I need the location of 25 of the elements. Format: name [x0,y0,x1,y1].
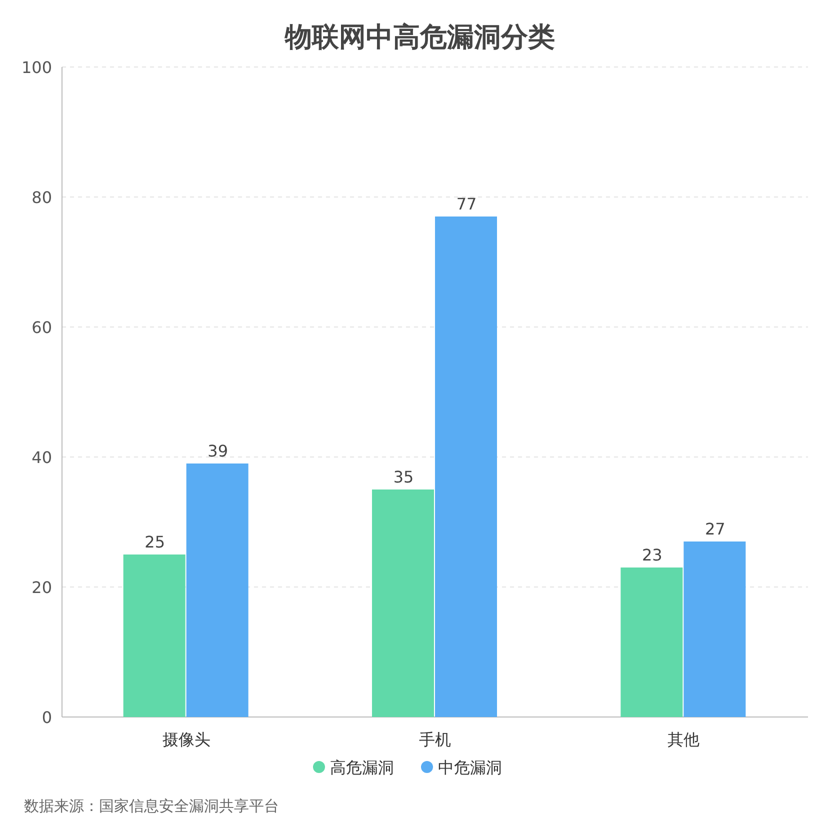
x-tick-label: 其他 [668,730,700,749]
data-label: 77 [456,194,477,214]
bar [186,464,248,717]
bar [435,216,497,717]
bar [620,568,683,717]
data-label: 39 [208,442,228,460]
source-note: 数据来源：国家信息安全漏洞共享平台 [24,797,279,815]
bar [123,554,186,717]
y-tick-label: 80 [32,188,52,207]
bar [684,542,746,717]
y-tick-label: 60 [32,318,52,337]
data-label: 27 [704,520,726,538]
chart-title: 物联网中高危漏洞分类 [284,22,555,53]
bar [372,490,434,717]
y-tick-label: 40 [32,448,52,467]
y-tick-label: 0 [42,708,52,727]
x-tick-label: 手机 [419,730,451,749]
data-label: 23 [642,546,662,564]
y-tick-label: 100 [21,58,52,77]
legend-label: 高危漏洞 [330,758,394,777]
data-label: 35 [393,468,414,486]
y-tick-label: 20 [32,578,52,597]
data-label: 25 [144,532,166,552]
legend-label: 中危漏洞 [438,758,502,777]
x-tick-label: 摄像头 [162,730,210,749]
